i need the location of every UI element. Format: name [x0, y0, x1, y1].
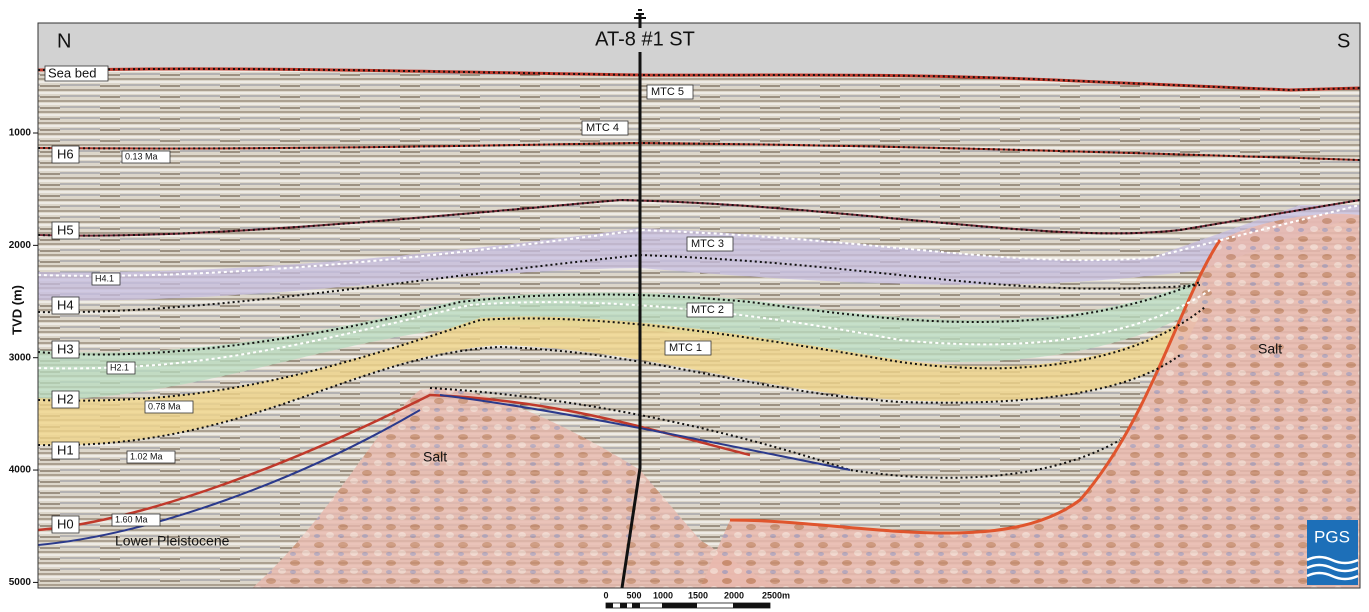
well-label: AT-8 #1 ST	[595, 28, 695, 50]
label-box	[581, 120, 629, 136]
scale-label: 2000	[724, 590, 744, 600]
scale-label: 1500	[688, 590, 708, 600]
horizon-label: H0	[57, 516, 74, 531]
label-box	[144, 400, 194, 414]
scale-label: 1000	[653, 590, 673, 600]
unit-label: MTC 4	[586, 122, 619, 134]
label-box	[44, 65, 109, 82]
label-box	[51, 145, 80, 164]
label-box	[51, 515, 80, 534]
horizon-age: 1.60 Ma	[115, 514, 148, 524]
horizon-age: 0.13 Ma	[125, 151, 158, 161]
horizon-label: Sea bed	[48, 65, 96, 80]
scale-bar-segment	[632, 603, 640, 608]
panel-frame	[37, 22, 1361, 589]
horizon-age: 0.78 Ma	[148, 401, 181, 411]
scale-bar-segment	[733, 603, 770, 608]
scale-label: 2500m	[762, 590, 790, 600]
tick-label: 4000	[9, 465, 32, 476]
label-box	[686, 302, 734, 318]
label-box	[106, 361, 136, 375]
well-path	[620, 15, 642, 589]
horizon-label: H1	[57, 442, 74, 457]
label-box	[686, 236, 734, 252]
south-label: S	[1337, 30, 1350, 52]
horizon-label: H5	[57, 222, 74, 237]
seismic-section	[38, 23, 1360, 588]
logo-waves	[1306, 555, 1359, 581]
label-box	[664, 340, 712, 356]
well-symbol	[634, 9, 646, 19]
salt-label: Salt	[1258, 341, 1282, 357]
unit-label: MTC 5	[651, 86, 684, 98]
tick-label: 3000	[9, 352, 32, 363]
scale-label: 0	[603, 590, 608, 600]
horizon-label: H4	[57, 297, 74, 312]
label-box	[646, 84, 694, 100]
label-box	[51, 340, 80, 359]
depth-axis: 1000 2000 3000 4000 5000	[9, 128, 38, 588]
horizon-label: H2.1	[110, 362, 129, 372]
north-label: N	[57, 30, 71, 52]
unit-label: MTC 1	[669, 342, 702, 354]
horizon-label: H3	[57, 341, 74, 356]
unit-label: MTC 2	[691, 304, 724, 316]
label-box	[121, 150, 171, 164]
label-box	[91, 272, 121, 286]
horizon-label: H6	[57, 146, 74, 161]
unit-label: Lower Pleistocene	[115, 533, 230, 549]
well-label-bg	[585, 28, 700, 52]
horizon-age: 1.02 Ma	[130, 451, 163, 461]
label-box	[126, 450, 176, 464]
horizon-label: H4.1	[95, 273, 114, 283]
pgs-logo: PGS	[1306, 520, 1359, 585]
scale-bar-segment	[606, 603, 613, 608]
label-box	[51, 390, 80, 409]
scale-label: 500	[626, 590, 641, 600]
salt-label: Salt	[423, 449, 447, 465]
scale-bar: 0 500 1000 1500 2000 2500m	[603, 590, 790, 609]
scale-bar-segment	[662, 603, 697, 608]
horizon-label: H2	[57, 391, 74, 406]
depth-axis-label: TVD (m)	[9, 285, 24, 335]
label-box	[51, 441, 80, 460]
tick-label: 2000	[9, 240, 32, 251]
tick-label: 1000	[9, 128, 32, 139]
tick-label: 5000	[9, 577, 32, 588]
label-box	[111, 513, 161, 527]
scale-bar-segment	[620, 603, 627, 608]
unit-label: MTC 3	[691, 238, 724, 250]
label-box	[51, 296, 80, 315]
label-box	[51, 221, 80, 240]
logo-text: PGS	[1314, 527, 1350, 546]
